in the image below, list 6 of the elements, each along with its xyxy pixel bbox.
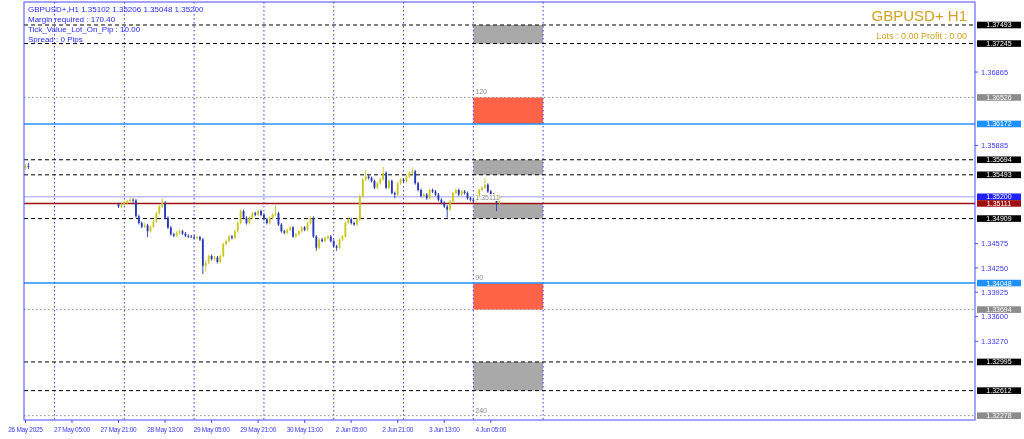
- annotation: Tick_Value_Lot_On_Pip : 10.00: [28, 25, 141, 34]
- annotation: Margin required : 170.40: [28, 15, 116, 24]
- text: Lots : 0.00 Profit : 0.00: [876, 31, 967, 41]
- annotation: GBPUSD+,H1 1.35102 1.35206 1.35048 1.35200: [28, 5, 205, 14]
- chart-title: GBPUSD+ H1: [871, 7, 967, 24]
- annotation: Spread : 0 Pips: [28, 35, 83, 44]
